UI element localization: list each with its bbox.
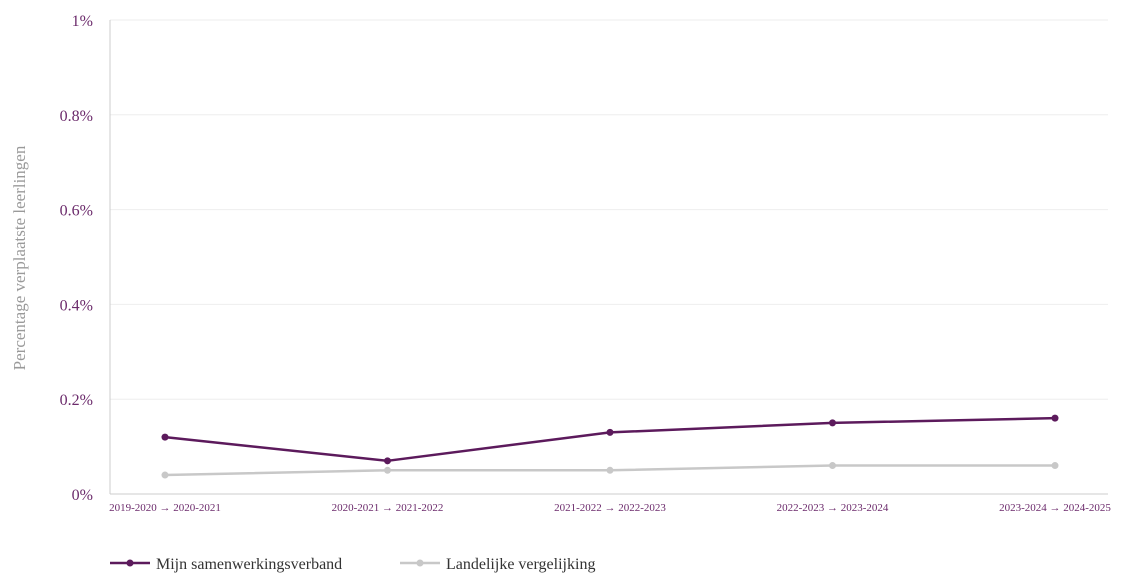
grid-lines xyxy=(110,19,1108,400)
x-tick-label: 2019-2020 → 2020-2021 xyxy=(109,502,221,514)
x-tick-label: 2022-2023 → 2023-2024 xyxy=(777,502,889,514)
x-tick-label: 2023-2024 → 2024-2025 xyxy=(999,502,1111,514)
x-tick-label: 2020-2021 → 2021-2022 xyxy=(332,502,444,514)
legend: Mijn samenwerkingsverband Landelijke verg… xyxy=(110,556,595,573)
data-point[interactable] xyxy=(829,462,836,470)
series xyxy=(161,414,1059,479)
y-tick-label: 0.6% xyxy=(60,203,93,220)
x-tick-labels: 2019-2020 → 2020-2021 2020-2021 → 2021-20… xyxy=(109,502,1111,514)
legend-label: Landelijke vergelijking xyxy=(446,556,595,573)
legend-item[interactable]: Mijn samenwerkingsverband xyxy=(110,556,342,573)
y-axis-label: Percentage verplaatste leerlingen xyxy=(10,145,29,370)
y-tick-labels: 0% 0.2% 0.4% 0.6% 0.8% 1% xyxy=(60,13,93,504)
series-line xyxy=(164,416,1056,463)
data-point[interactable] xyxy=(384,457,391,465)
data-point[interactable] xyxy=(161,471,169,479)
y-tick-label: 0.4% xyxy=(60,297,93,314)
legend-marker-icon xyxy=(416,559,424,567)
data-point[interactable] xyxy=(384,466,391,474)
data-point[interactable] xyxy=(829,419,836,427)
data-point[interactable] xyxy=(606,428,614,436)
legend-item[interactable]: Landelijke vergelijking xyxy=(400,556,595,573)
legend-label: Mijn samenwerkingsverband xyxy=(156,556,342,573)
data-point[interactable] xyxy=(161,433,169,441)
x-tick-label: 2021-2022 → 2022-2023 xyxy=(554,502,666,514)
data-point[interactable] xyxy=(1051,462,1059,470)
y-tick-label: 0.2% xyxy=(60,392,93,409)
y-tick-label: 0.8% xyxy=(60,108,93,125)
y-tick-label: 1% xyxy=(72,13,93,30)
data-point[interactable] xyxy=(606,466,614,474)
y-tick-label: 0% xyxy=(72,487,93,504)
legend-marker-icon xyxy=(126,559,134,567)
axes xyxy=(109,20,1108,495)
data-point[interactable] xyxy=(1051,414,1059,422)
